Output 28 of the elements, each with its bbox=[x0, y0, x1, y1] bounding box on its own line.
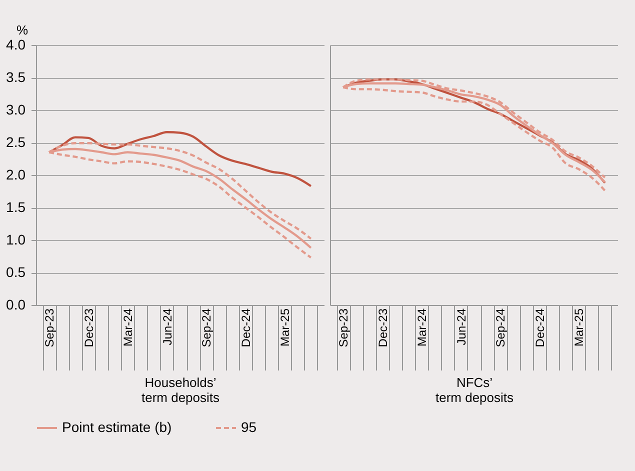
x-tick-label: Dec-24 bbox=[532, 308, 547, 348]
x-tick-label: Jun-24 bbox=[454, 308, 468, 346]
y-tick-label: 0.5 bbox=[6, 264, 26, 280]
x-tick-label: Dec-24 bbox=[238, 308, 253, 348]
y-tick-label: 3.5 bbox=[6, 69, 26, 85]
x-tick-label: Mar-24 bbox=[415, 308, 430, 347]
x-tick-label: Sep-23 bbox=[42, 308, 57, 348]
y-tick-label: 2.5 bbox=[6, 134, 26, 150]
x-tick-label: Sep-24 bbox=[494, 308, 508, 348]
y-tick-label: 1.0 bbox=[6, 232, 26, 248]
legend-label: 95 bbox=[241, 419, 257, 435]
y-tick-label: 3.0 bbox=[6, 102, 26, 118]
x-tick-label: Mar-25 bbox=[278, 308, 292, 347]
x-tick-label: Jun-24 bbox=[160, 308, 174, 346]
y-axis-title: % bbox=[16, 22, 28, 38]
x-tick-label: Mar-24 bbox=[121, 308, 136, 347]
x-axis-title: NFCs’ term deposits bbox=[435, 375, 514, 405]
x-tick-label: Dec-23 bbox=[376, 308, 390, 348]
x-axis-title: Households’ term deposits bbox=[141, 375, 220, 405]
x-tick-label: Sep-23 bbox=[336, 308, 351, 348]
y-tick-label: 0.0 bbox=[6, 296, 26, 312]
legend-label: Point estimate (b) bbox=[62, 419, 172, 435]
y-tick-label: 1.5 bbox=[6, 199, 26, 215]
x-tick-label: Dec-23 bbox=[82, 308, 96, 348]
y-tick-label: 2.0 bbox=[6, 166, 26, 182]
y-tick-label: 4.0 bbox=[6, 36, 26, 52]
x-tick-label: Mar-25 bbox=[572, 308, 586, 347]
x-tick-label: Sep-24 bbox=[200, 308, 214, 348]
